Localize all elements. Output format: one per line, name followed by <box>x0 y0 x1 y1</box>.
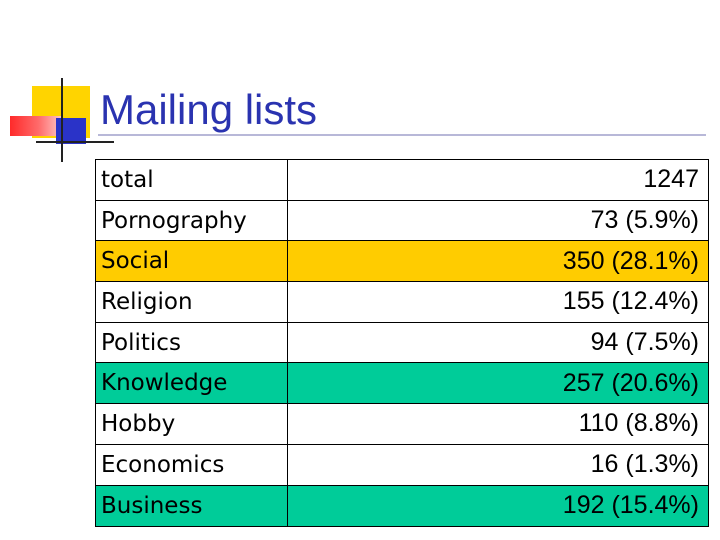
row-value: 1247 <box>643 165 699 194</box>
row-label: total <box>96 160 288 200</box>
table-row: Hobby 110 (8.8%) <box>96 404 708 445</box>
row-value: 155 (12.4%) <box>562 287 699 316</box>
row-value: 257 (20.6%) <box>562 368 699 397</box>
row-label: Economics <box>96 444 288 485</box>
row-value: 350 (28.1%) <box>562 246 699 275</box>
title-ornament-vertical-line <box>61 78 63 162</box>
row-value: 73 (5.9%) <box>590 206 699 235</box>
table-row: Social 350 (28.1%) <box>96 241 708 283</box>
table-row: Business 192 (15.4%) <box>96 485 708 527</box>
row-value: 16 (1.3%) <box>590 450 699 479</box>
row-label: Business <box>96 485 288 527</box>
title-ornament-red-bar <box>10 116 62 136</box>
row-value: 94 (7.5%) <box>590 328 699 357</box>
row-label: Politics <box>96 322 288 363</box>
row-value: 192 (15.4%) <box>562 491 699 520</box>
table-row: Pornography 73 (5.9%) <box>96 200 708 242</box>
row-value: 110 (8.8%) <box>578 409 699 438</box>
slide-title: Mailing lists <box>100 86 318 133</box>
mailing-lists-table: total 1247 Pornography 73 (5.9%) Social … <box>95 159 709 528</box>
table-row: total 1247 <box>96 160 708 201</box>
row-label: Social <box>96 241 288 282</box>
table-row: Knowledge 257 (20.6%) <box>96 363 708 405</box>
table-row: Religion 155 (12.4%) <box>96 282 708 323</box>
title-underline <box>98 134 706 136</box>
row-label: Pornography <box>96 200 288 241</box>
title-ornament-horizontal-line <box>36 141 114 143</box>
row-label: Knowledge <box>96 363 288 404</box>
table-row: Economics 16 (1.3%) <box>96 444 708 486</box>
table-row: Politics 94 (7.5%) <box>96 322 708 364</box>
row-label: Hobby <box>96 404 288 444</box>
row-label: Religion <box>96 282 288 322</box>
